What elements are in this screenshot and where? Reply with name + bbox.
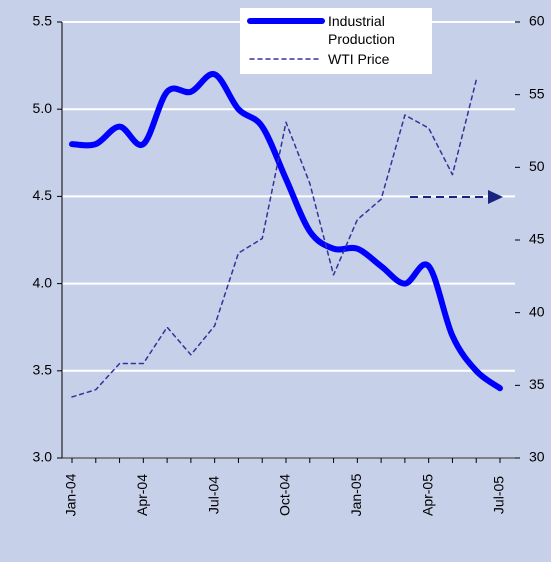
y2-tick-label: 40 xyxy=(529,303,545,319)
x-tick-label: Apr-04 xyxy=(134,474,150,516)
y2-tick-label: 55 xyxy=(529,85,545,101)
y2-tick-label: 45 xyxy=(529,231,545,247)
legend-swatch xyxy=(249,58,323,60)
y-tick-label: 5.5 xyxy=(33,13,53,29)
x-tick-label: Jan-04 xyxy=(63,473,79,516)
legend-entry: Industrial Production xyxy=(246,12,426,48)
y2-tick-label: 60 xyxy=(529,13,545,29)
legend: Industrial Production WTI Price xyxy=(240,8,432,74)
y2-tick-label: 35 xyxy=(529,376,545,392)
x-tick-label: Apr-05 xyxy=(419,474,435,516)
x-tick-label: Oct-04 xyxy=(277,474,293,516)
y-tick-label: 4.0 xyxy=(33,274,53,290)
series-line xyxy=(69,71,503,392)
arrow-head xyxy=(488,190,503,204)
legend-label: WTI Price xyxy=(328,51,390,67)
y-tick-label: 5.0 xyxy=(33,100,53,116)
y-tick-label: 4.5 xyxy=(33,187,53,203)
y2-tick-label: 50 xyxy=(529,158,545,174)
y2-tick-label: 30 xyxy=(529,449,545,465)
legend-swatch xyxy=(247,18,325,24)
legend-label: Industrial Production xyxy=(328,13,395,47)
series-line xyxy=(71,79,477,398)
y-tick-label: 3.0 xyxy=(33,449,53,465)
x-tick-label: Jan-05 xyxy=(348,473,364,516)
legend-entry: WTI Price xyxy=(246,50,426,68)
x-tick-label: Jul-05 xyxy=(491,476,507,514)
y-tick-label: 3.5 xyxy=(33,362,53,378)
x-tick-label: Jul-04 xyxy=(205,476,221,514)
